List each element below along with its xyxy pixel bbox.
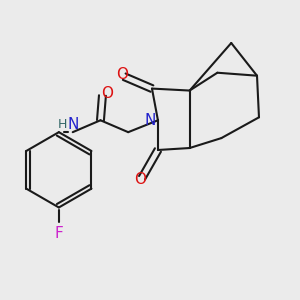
Text: O: O (101, 86, 113, 101)
Text: F: F (55, 226, 63, 241)
Text: O: O (116, 67, 128, 82)
Text: N: N (144, 113, 156, 128)
Text: N: N (67, 117, 78, 132)
Text: H: H (58, 118, 68, 131)
Text: O: O (134, 172, 146, 187)
